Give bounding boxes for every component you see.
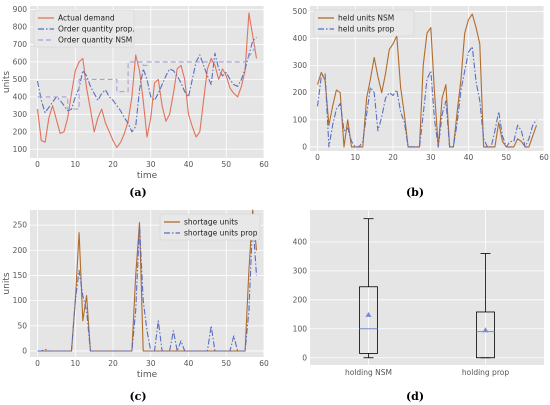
x-tick-label: 50 bbox=[221, 160, 231, 169]
y-tick-label: 0 bbox=[302, 353, 307, 362]
y-axis-label: units bbox=[2, 71, 12, 93]
y-axis-label: units bbox=[2, 272, 12, 294]
mean-marker bbox=[365, 311, 372, 317]
y-tick-label: 100 bbox=[293, 324, 308, 333]
x-tick-label: 30 bbox=[426, 153, 436, 162]
y-tick-label: 400 bbox=[293, 34, 308, 43]
y-tick-label: 800 bbox=[13, 22, 28, 31]
panel-b-held-units: 0 10 20 30 40 50 60 0 100 200 300 400 500 held units … bbox=[293, 6, 549, 162]
x-tick-label: 10 bbox=[71, 359, 81, 368]
series-line-1 bbox=[316, 13, 538, 148]
y-tick-label: 200 bbox=[293, 295, 308, 304]
legend-box bbox=[33, 9, 135, 48]
y-tick-label: 100 bbox=[293, 115, 308, 124]
x-tick-label: 10 bbox=[351, 153, 361, 162]
box-iqr bbox=[476, 311, 495, 359]
y-tick-label: 0 bbox=[22, 346, 27, 355]
x-tick-label: 40 bbox=[184, 359, 194, 368]
x-axis-label: time bbox=[137, 370, 158, 380]
legend-label: Actual demand bbox=[58, 14, 115, 23]
y-tick-label: 200 bbox=[293, 88, 308, 97]
legend-label: Order quantity NSM bbox=[58, 36, 132, 45]
x-tick-label: 60 bbox=[539, 153, 549, 162]
x-tick-label: 30 bbox=[146, 359, 156, 368]
x-tick-label: 20 bbox=[108, 359, 118, 368]
x-tick-label: 40 bbox=[184, 160, 194, 169]
caption-c: (c) bbox=[129, 390, 146, 403]
y-tick-label: 500 bbox=[293, 7, 308, 16]
y-tick-label: 100 bbox=[13, 296, 28, 305]
caption-b: (b) bbox=[406, 186, 424, 199]
series-line-3 bbox=[37, 44, 257, 110]
legend-label: held units prop bbox=[338, 25, 395, 34]
y-tick-label: 150 bbox=[13, 271, 28, 280]
x-tick-label: 10 bbox=[71, 160, 81, 169]
panel-a-demand-vs-orders: 0 10 20 30 40 50 60 100 200 300 400 500 600 700 800 900… bbox=[2, 5, 269, 181]
y-tick-label: 100 bbox=[13, 145, 28, 154]
caption-a: (a) bbox=[129, 186, 147, 199]
series-line-2 bbox=[316, 46, 537, 148]
legend-label: held units NSM bbox=[338, 14, 394, 23]
x-tick-label: 50 bbox=[501, 153, 511, 162]
legend-label: shortage units bbox=[184, 218, 238, 227]
caption-d: (d) bbox=[406, 390, 424, 403]
x-tick-label: 40 bbox=[464, 153, 474, 162]
y-tick-label: 50 bbox=[17, 321, 27, 330]
y-tick-label: 900 bbox=[13, 5, 28, 14]
y-tick-label: 300 bbox=[13, 110, 28, 119]
panel-d-holding-boxplot: 0 100 200 300 400 holding NSM holding prop bbox=[293, 210, 544, 377]
mean-marker bbox=[482, 327, 489, 333]
legend-label: Order quantity prop. bbox=[58, 25, 135, 34]
plot-area bbox=[310, 210, 544, 365]
x-tick-label: 60 bbox=[259, 160, 269, 169]
legend-label: shortage units prop bbox=[184, 229, 258, 238]
y-tick-label: 500 bbox=[13, 75, 28, 84]
x-tick-label: 0 bbox=[35, 359, 40, 368]
x-tick-label: 0 bbox=[315, 153, 320, 162]
legend-box bbox=[159, 213, 261, 241]
x-tick-label: 20 bbox=[388, 153, 398, 162]
x-tick-label: 0 bbox=[35, 160, 40, 169]
y-tick-label: 400 bbox=[13, 92, 28, 101]
x-tick-label: 20 bbox=[108, 160, 118, 169]
y-tick-label: 300 bbox=[293, 61, 308, 70]
box-iqr bbox=[359, 286, 378, 354]
legend-box bbox=[313, 9, 415, 37]
series-line-2 bbox=[36, 36, 257, 133]
y-tick-label: 700 bbox=[13, 40, 28, 49]
x-tick-label: 30 bbox=[146, 160, 156, 169]
series-line-1 bbox=[36, 12, 258, 149]
x-tick-label: 50 bbox=[221, 359, 231, 368]
y-tick-label: 600 bbox=[13, 57, 28, 66]
y-tick-label: 200 bbox=[13, 246, 28, 255]
panel-c-shortage-units: 0 10 20 30 40 50 60 0 50 100 150 200 250 time units sho… bbox=[2, 209, 269, 380]
series-line-2 bbox=[37, 219, 258, 352]
x-tick-label: 60 bbox=[259, 359, 269, 368]
x-axis-label: time bbox=[137, 171, 158, 181]
category-label: holding NSM bbox=[345, 368, 392, 377]
y-tick-label: 200 bbox=[13, 127, 28, 136]
y-tick-label: 0 bbox=[302, 142, 307, 151]
y-tick-label: 250 bbox=[13, 221, 28, 230]
y-tick-label: 300 bbox=[293, 266, 308, 275]
category-label: holding prop bbox=[462, 368, 509, 377]
y-tick-label: 400 bbox=[293, 237, 308, 246]
